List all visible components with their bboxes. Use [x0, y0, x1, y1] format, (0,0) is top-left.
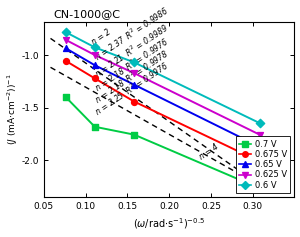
- Text: $n$ = 2.21  $R^2$ = 0.9989: $n$ = 2.21 $R^2$ = 0.9989: [92, 21, 171, 80]
- Point: [64, 96, 68, 99]
- Text: CN-1000@C: CN-1000@C: [54, 9, 121, 19]
- X-axis label: $(\omega/\mathrm{rad{\cdot}s^{-1}})^{-0.5}$: $(\omega/\mathrm{rad{\cdot}s^{-1}})^{-0.…: [133, 217, 205, 232]
- Point: [257, 121, 262, 125]
- Text: n = 2: n = 2: [90, 27, 112, 47]
- Point: [92, 46, 97, 49]
- Point: [92, 63, 97, 67]
- Text: $n$ = 4: $n$ = 4: [196, 141, 220, 162]
- Point: [92, 53, 97, 57]
- Point: [257, 186, 262, 190]
- Point: [92, 125, 97, 129]
- Point: [257, 133, 262, 137]
- Point: [92, 77, 97, 80]
- Point: [132, 100, 136, 103]
- Point: [132, 60, 136, 64]
- Point: [257, 160, 262, 163]
- Text: $n$ = 2.25  $R^2$ = 0.9976: $n$ = 2.25 $R^2$ = 0.9976: [92, 59, 171, 118]
- Point: [64, 30, 68, 34]
- Y-axis label: $(J\ (\mathrm{mA{\cdot}cm^{-2}}))^{-1}$: $(J\ (\mathrm{mA{\cdot}cm^{-2}}))^{-1}$: [6, 74, 20, 145]
- Text: $n$ = 2.18  $R^2$ = 0.9978: $n$ = 2.18 $R^2$ = 0.9978: [92, 47, 171, 106]
- Point: [64, 46, 68, 50]
- Point: [64, 59, 68, 63]
- Text: $n$ = 2.37  $R^2$ = 0.9986: $n$ = 2.37 $R^2$ = 0.9986: [92, 4, 171, 63]
- Point: [132, 71, 136, 75]
- Point: [132, 83, 136, 87]
- Point: [64, 38, 68, 42]
- Legend: 0.7 V, 0.675 V, 0.65 V, 0.625 V, 0.6 V: 0.7 V, 0.675 V, 0.65 V, 0.625 V, 0.6 V: [236, 137, 290, 193]
- Point: [132, 133, 136, 137]
- Text: $n$ = 2.18  $R^2$ = 0.9976: $n$ = 2.18 $R^2$ = 0.9976: [92, 35, 171, 94]
- Point: [257, 145, 262, 149]
